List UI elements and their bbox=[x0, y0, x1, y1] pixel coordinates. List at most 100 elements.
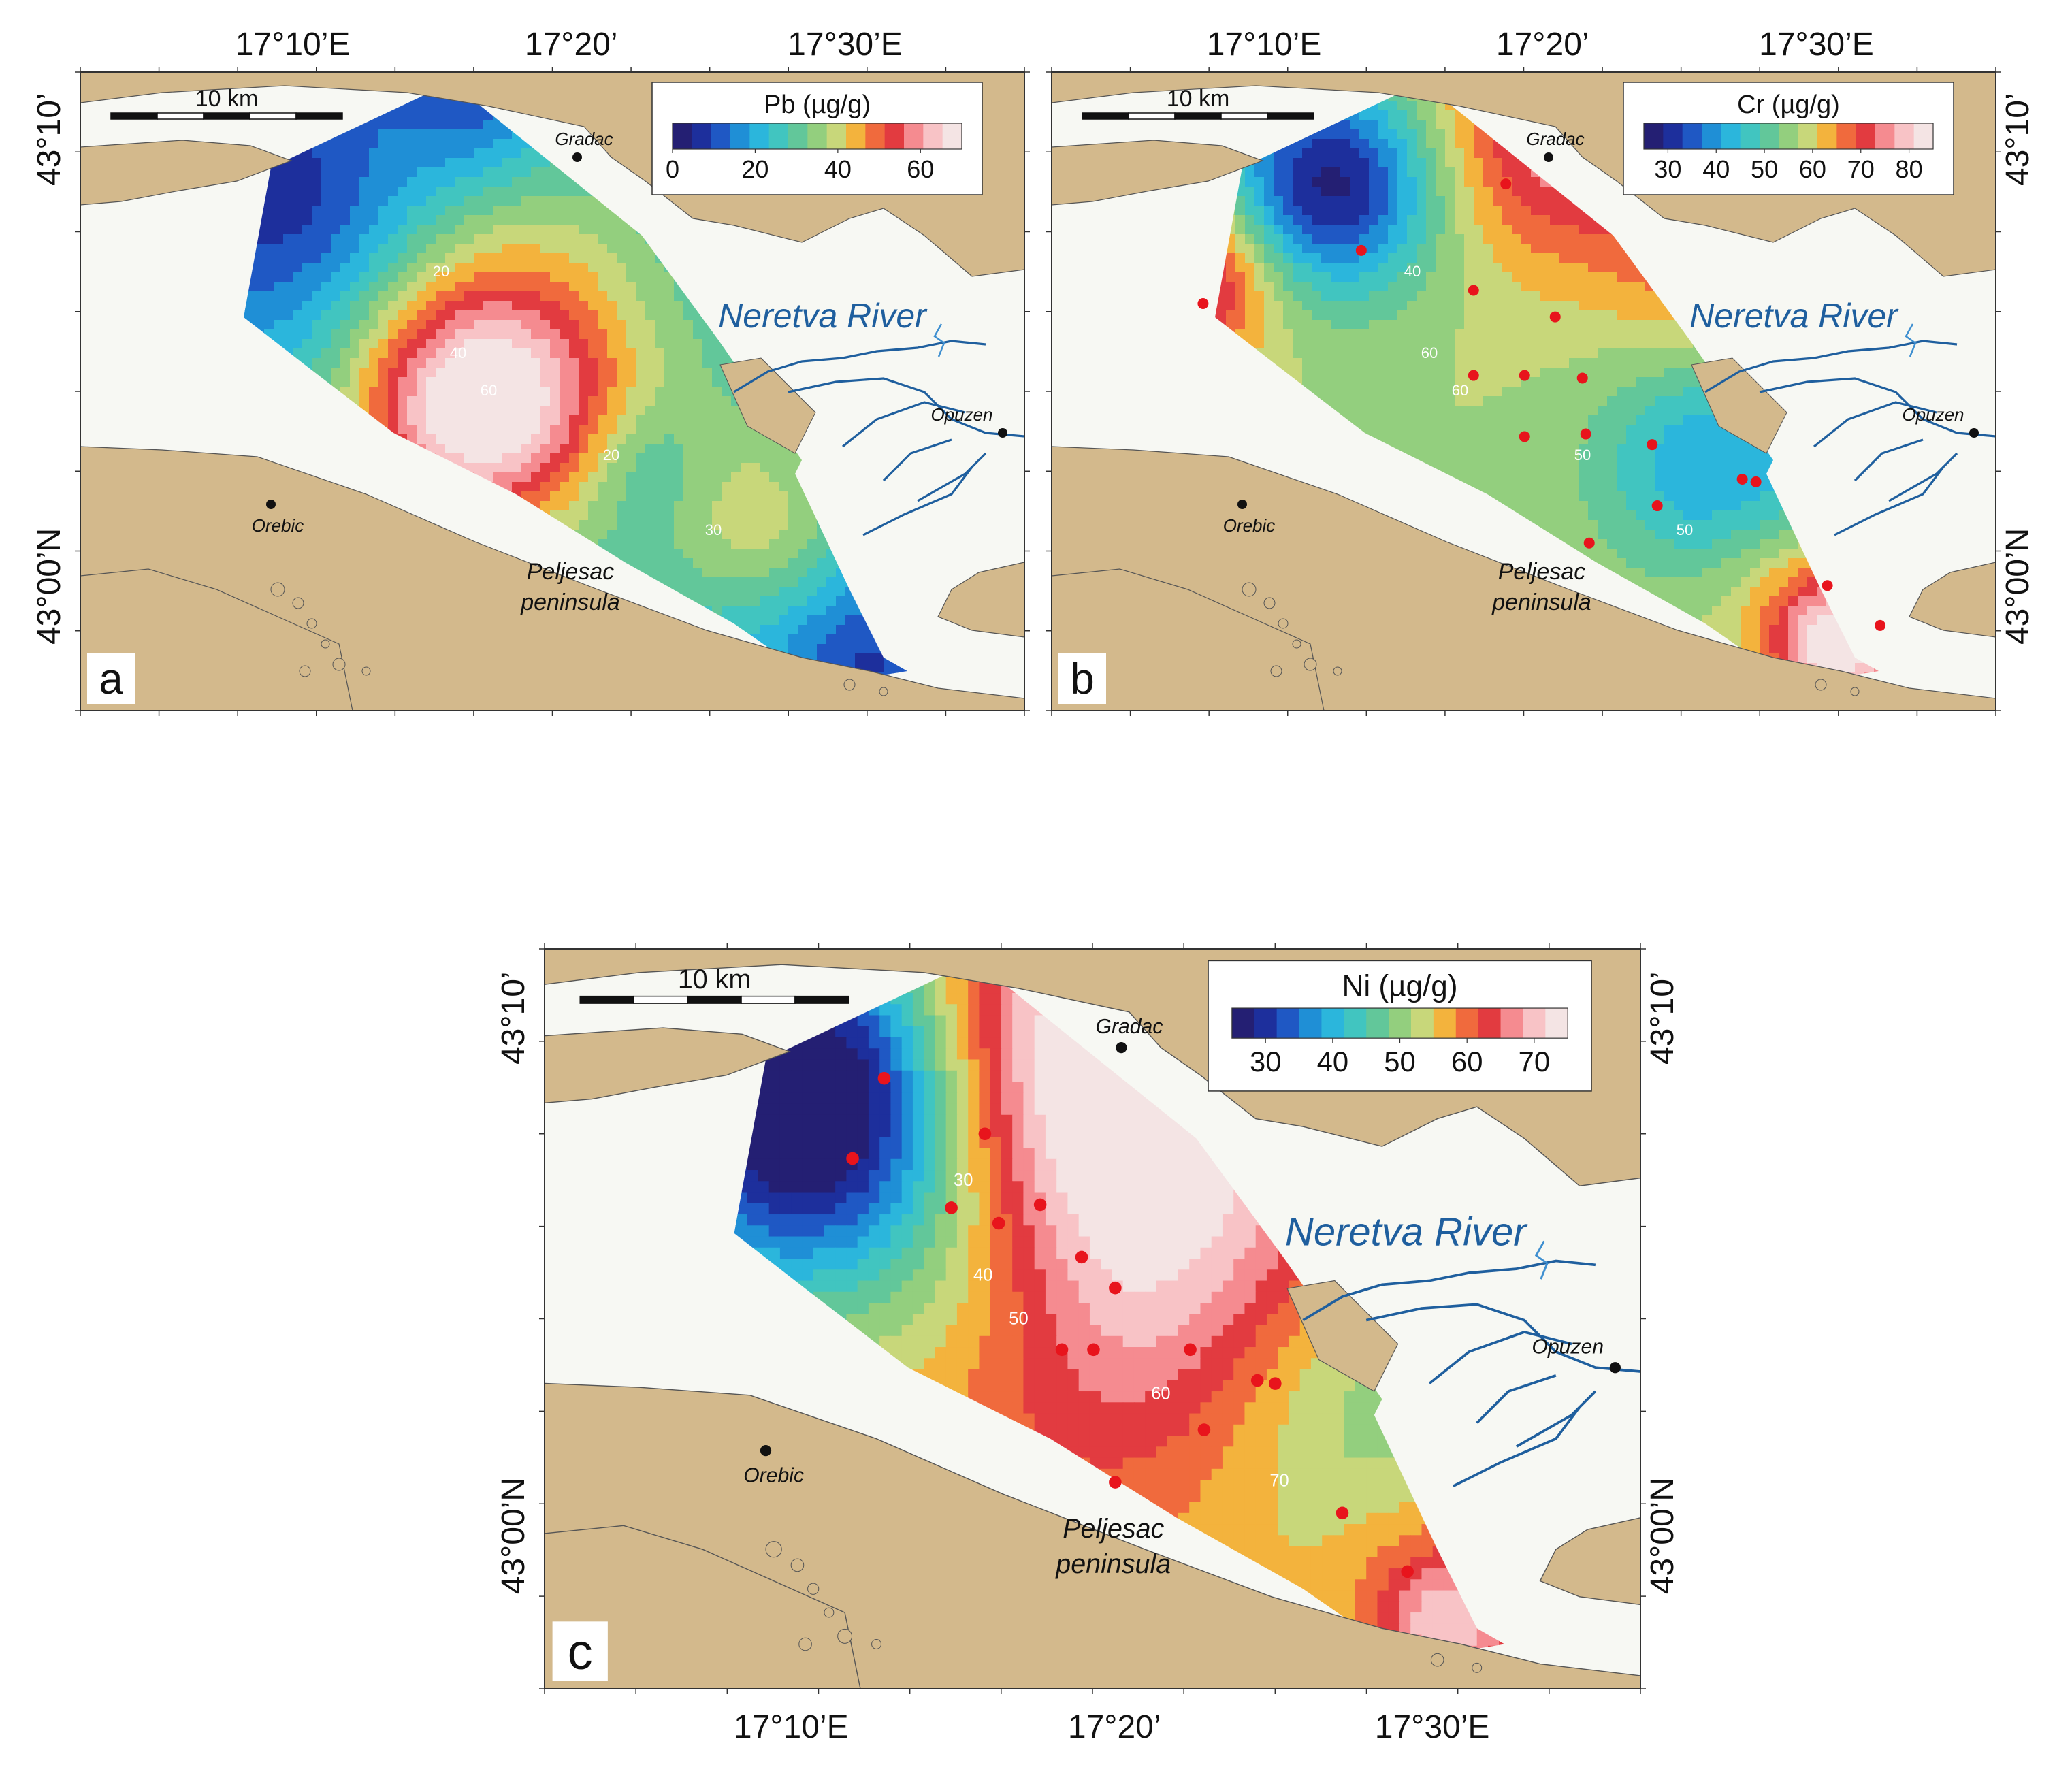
islet bbox=[879, 687, 888, 696]
colorbar-tick-label: 30 bbox=[1654, 155, 1681, 183]
colorbar-swatch bbox=[1433, 1008, 1457, 1039]
colorbar-tick-label: 60 bbox=[1451, 1045, 1483, 1077]
lon-tick-label: 17°10’E bbox=[236, 27, 351, 63]
scale-segment bbox=[1128, 112, 1176, 120]
scale-segment bbox=[579, 995, 634, 1004]
colorbar-swatch bbox=[1721, 123, 1741, 149]
contour-label: 50 bbox=[1574, 447, 1591, 464]
islet bbox=[1270, 665, 1282, 677]
river-channel bbox=[1476, 1374, 1557, 1424]
sample-point bbox=[945, 1201, 958, 1214]
opuzen-town-marker bbox=[1969, 428, 1979, 438]
islet bbox=[1472, 1662, 1483, 1673]
colorbar-title: Pb (µg/g) bbox=[764, 91, 871, 119]
islet bbox=[1278, 618, 1289, 629]
contour-label: 30 bbox=[705, 521, 722, 538]
lon-tick-label: 17°30’E bbox=[1375, 1709, 1490, 1745]
contour-label: 40 bbox=[973, 1266, 992, 1285]
lon-tick-label: 17°20’ bbox=[525, 27, 618, 63]
sample-point bbox=[1055, 1343, 1069, 1357]
panel-letter-box bbox=[552, 1621, 608, 1681]
colorbar-swatch bbox=[942, 123, 962, 149]
contour-label: 20 bbox=[603, 447, 619, 464]
contour-label: 40 bbox=[450, 344, 466, 361]
islet bbox=[798, 1637, 812, 1651]
lon-tick-label: 17°30’E bbox=[1759, 27, 1874, 63]
river-channel bbox=[917, 452, 987, 502]
lon-tick-label: 17°10’E bbox=[734, 1709, 849, 1745]
colorbar-title: Cr (µg/g) bbox=[1737, 91, 1840, 119]
colorbar-swatch bbox=[1500, 1008, 1523, 1039]
contour-label: 50 bbox=[1677, 521, 1693, 538]
colorbar-swatch bbox=[749, 123, 770, 149]
colorbar-swatch bbox=[1389, 1008, 1412, 1039]
map-area: 40 60 60 50 50 Gradac Opuzen Orebic Neretva Rive… bbox=[1052, 72, 1996, 711]
peninsula-label: Peljesac bbox=[1063, 1514, 1164, 1544]
sample-point bbox=[1822, 580, 1833, 591]
scale-label: 10 km bbox=[1167, 86, 1230, 112]
sample-point bbox=[1184, 1343, 1197, 1357]
colorbar-swatch bbox=[1836, 123, 1857, 149]
lon-tick-label: 17°20’ bbox=[1496, 27, 1589, 63]
colorbar-swatch bbox=[826, 123, 847, 149]
sample-point bbox=[1355, 244, 1367, 256]
colorbar-swatch bbox=[1913, 123, 1934, 149]
colorbar-swatch bbox=[884, 123, 905, 149]
sample-point bbox=[1269, 1377, 1282, 1390]
colorbar-swatch bbox=[1299, 1008, 1322, 1039]
sample-point bbox=[1336, 1506, 1349, 1520]
islet bbox=[299, 665, 311, 677]
map-panel-c: 30 40 50 60 70 Gradac Opuzen Orebic Neretva Rive… bbox=[496, 943, 1681, 1745]
colorbar-tick-label: 60 bbox=[1799, 155, 1826, 183]
river-label: Neretva River bbox=[718, 297, 928, 335]
colorbar-tick-label: 70 bbox=[1847, 155, 1875, 183]
flow-arrow-icon bbox=[1905, 323, 1917, 357]
sample-point bbox=[1197, 298, 1209, 310]
colorbar-swatch bbox=[1254, 1008, 1278, 1039]
scale-segment bbox=[1082, 112, 1129, 120]
islet bbox=[332, 658, 346, 671]
coast-southeast bbox=[1909, 562, 1996, 638]
islet bbox=[1263, 597, 1276, 609]
islet bbox=[270, 582, 285, 597]
opuzen-town-marker bbox=[1609, 1362, 1621, 1374]
colorbar-swatch bbox=[1760, 123, 1779, 149]
sample-point bbox=[1468, 285, 1479, 296]
islet bbox=[871, 1639, 881, 1649]
gradac-town-marker bbox=[1544, 152, 1553, 162]
sample-point bbox=[1580, 428, 1591, 440]
river-channel bbox=[1704, 340, 1958, 393]
colorbar-swatch bbox=[1663, 123, 1683, 149]
colorbar-swatch bbox=[1702, 123, 1721, 149]
town-label-opuzen: Opuzen bbox=[930, 404, 992, 425]
town-label-orebic: Orebic bbox=[743, 1465, 804, 1487]
contour-label: 60 bbox=[1151, 1384, 1170, 1404]
island-north bbox=[80, 140, 293, 206]
peninsula-label: peninsula bbox=[520, 589, 620, 615]
river-channel bbox=[862, 466, 973, 536]
colorbar-swatch bbox=[1779, 123, 1799, 149]
sample-point bbox=[1519, 431, 1530, 442]
river-channel bbox=[1854, 438, 1924, 482]
contour-label: 40 bbox=[1404, 263, 1421, 280]
colorbar-swatch bbox=[1875, 123, 1895, 149]
river-channel bbox=[1365, 1303, 1640, 1373]
contour-label: 50 bbox=[1009, 1309, 1028, 1328]
opuzen-town-marker bbox=[998, 428, 1007, 438]
scale-segment bbox=[295, 112, 343, 120]
sample-point bbox=[1109, 1281, 1122, 1295]
colorbar-swatch bbox=[711, 123, 731, 149]
lat-tick-label: 43°10’ bbox=[2000, 93, 2036, 186]
panel-letter: b bbox=[1070, 654, 1095, 703]
panel-letter-box bbox=[1058, 653, 1106, 704]
gradac-town-marker bbox=[572, 152, 582, 162]
sample-point bbox=[992, 1216, 1005, 1230]
river-channel bbox=[1453, 1406, 1581, 1487]
colorbar-swatch bbox=[1455, 1008, 1479, 1039]
colorbar-swatch bbox=[1545, 1008, 1568, 1039]
islet bbox=[837, 1628, 853, 1644]
flow-arrow-icon bbox=[1534, 1240, 1549, 1280]
sample-point bbox=[1401, 1565, 1414, 1578]
sample-point bbox=[1583, 537, 1595, 549]
sample-point bbox=[1519, 370, 1530, 381]
